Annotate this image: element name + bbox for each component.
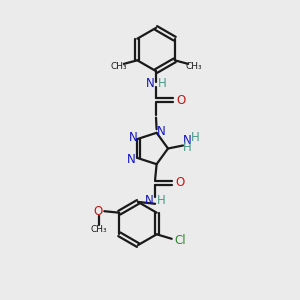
Text: Cl: Cl (174, 234, 186, 248)
Text: CH₃: CH₃ (110, 62, 127, 71)
Text: N: N (145, 194, 154, 207)
Text: H: H (157, 194, 166, 207)
Text: H: H (183, 141, 192, 154)
Text: N: N (146, 76, 155, 90)
Text: CH₃: CH₃ (91, 225, 107, 234)
Text: N: N (157, 125, 166, 138)
Text: H: H (158, 76, 167, 90)
Text: H: H (191, 131, 200, 144)
Text: N: N (127, 153, 136, 166)
Text: N: N (129, 131, 138, 144)
Text: N: N (183, 134, 192, 147)
Text: O: O (175, 176, 184, 189)
Text: CH₃: CH₃ (185, 62, 202, 71)
Text: O: O (176, 94, 185, 107)
Text: O: O (93, 205, 102, 218)
